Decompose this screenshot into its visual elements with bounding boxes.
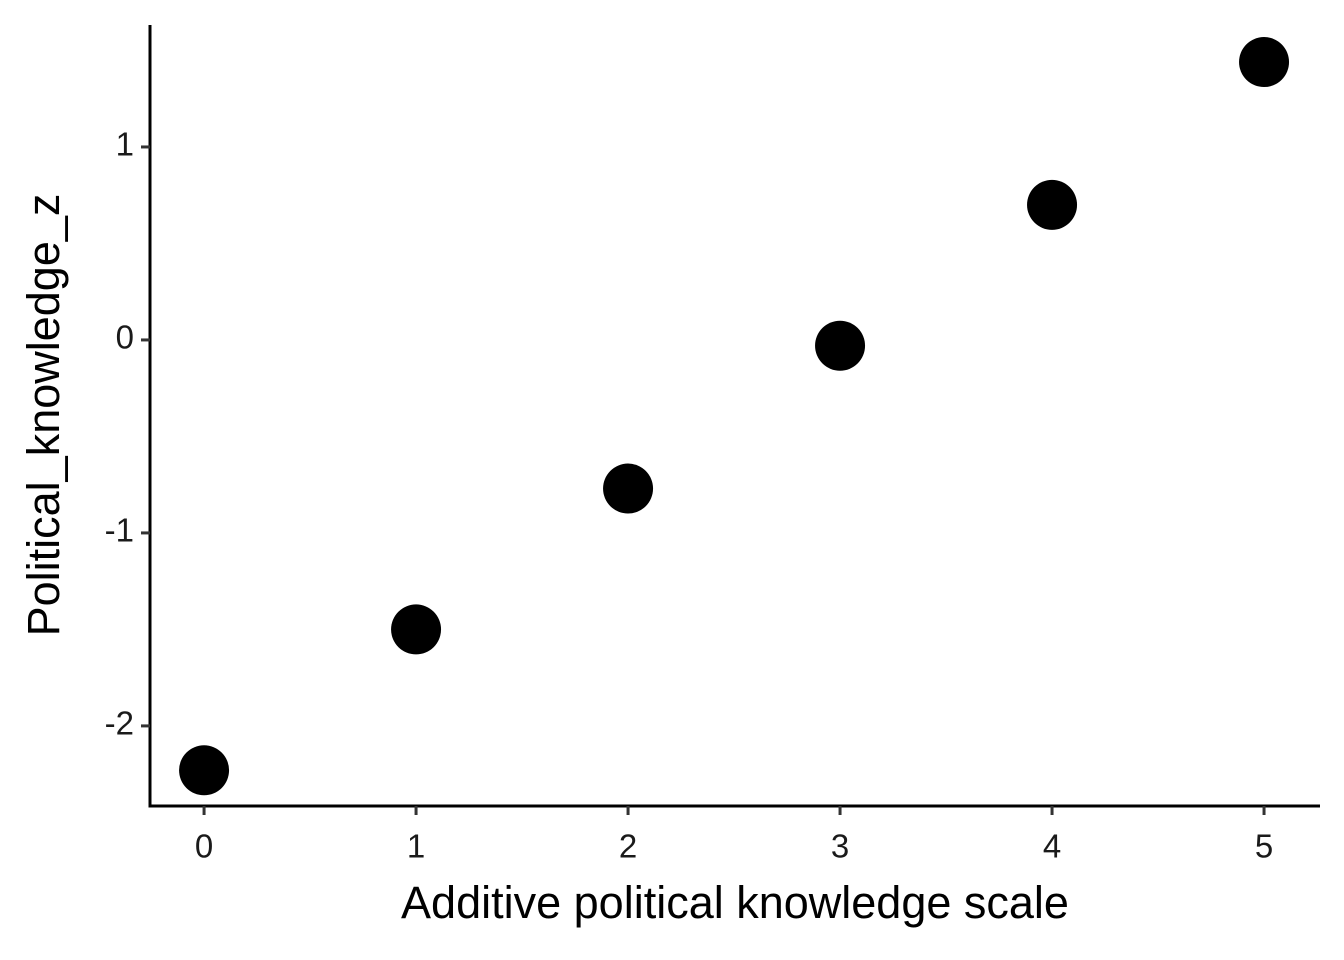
point — [179, 745, 230, 796]
x-tick-label: 5 — [1255, 828, 1273, 865]
x-tick-label: 1 — [407, 828, 425, 865]
y-axis-title: Political_knowledge_z — [18, 194, 69, 637]
point — [1239, 37, 1290, 88]
y-tick-label: -2 — [105, 705, 134, 742]
y-tick-label: 1 — [116, 126, 134, 163]
point — [391, 604, 442, 655]
x-tick-label: 0 — [195, 828, 213, 865]
point — [603, 463, 654, 514]
point — [1027, 179, 1078, 230]
y-tick-label: -1 — [105, 512, 134, 549]
x-tick-label: 4 — [1043, 828, 1061, 865]
point — [815, 320, 866, 371]
x-axis-title: Additive political knowledge scale — [401, 877, 1069, 928]
x-tick-label: 2 — [619, 828, 637, 865]
y-tick-label: 0 — [116, 319, 134, 356]
x-tick-label: 3 — [831, 828, 849, 865]
